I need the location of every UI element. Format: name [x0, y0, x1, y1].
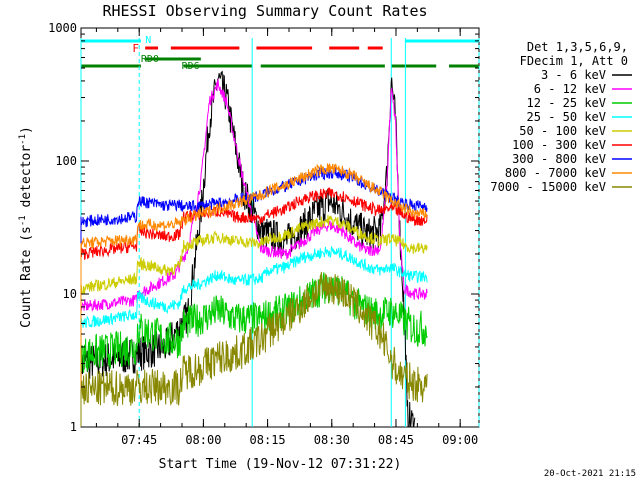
legend-entry-label: 12 - 25 keV: [527, 96, 606, 110]
flare-flag-label: F: [132, 42, 139, 55]
night-flag-label: N: [145, 35, 151, 46]
legend-entry-label: 6 - 12 keV: [534, 82, 606, 96]
y-axis-label: Count Rate (s-1 detector-1): [18, 126, 34, 328]
legend-header-line: FDecim 1, Att 0: [520, 54, 628, 68]
legend-entry-label: 7000 - 15000 keV: [490, 180, 606, 194]
y-tick-label: 10: [63, 287, 77, 301]
series-line-3: [80, 246, 428, 427]
rd0-flag-label: RD0: [141, 54, 159, 65]
legend: Det 1,3,5,6,9,FDecim 1, Att 03 - 6 keV6 …: [490, 40, 632, 194]
series-line-4: [80, 214, 428, 427]
y-tick-label: 100: [55, 154, 77, 168]
chart-title: RHESSI Observing Summary Count Rates: [102, 2, 427, 20]
series-line-8: [80, 271, 428, 427]
x-tick-label: 08:15: [250, 433, 286, 447]
series-layer: [80, 70, 428, 428]
y-tick-label: 1: [70, 420, 77, 434]
y-tick-label: 1000: [48, 21, 77, 35]
x-axis-label: Start Time (19-Nov-12 07:31:22): [159, 457, 402, 472]
legend-entry-label: 300 - 800 keV: [512, 152, 606, 166]
y-axis: 1 10 100 1000: [48, 21, 479, 434]
timestamp: 20-Oct-2021 21:15: [544, 469, 636, 479]
legend-header-line: Det 1,3,5,6,9,: [527, 40, 628, 54]
legend-entry-label: 50 - 100 keV: [519, 124, 606, 138]
legend-entry-label: 800 - 7000 keV: [505, 166, 606, 180]
x-tick-label: 08:45: [378, 433, 414, 447]
series-line-1: [80, 78, 428, 427]
x-axis: 07:45 08:00 08:15 08:30 08:45 09:00: [95, 28, 478, 447]
x-tick-label: 08:00: [185, 433, 221, 447]
legend-entry-label: 25 - 50 keV: [527, 110, 606, 124]
legend-entry-label: 3 - 6 keV: [541, 68, 606, 82]
x-tick-label: 08:30: [314, 433, 350, 447]
rd6-flag-label: RD6: [182, 61, 200, 72]
series-line-7: [80, 163, 428, 427]
series-line-2: [80, 272, 428, 427]
x-tick-label: 09:00: [442, 433, 478, 447]
legend-entry-label: 100 - 300 keV: [512, 138, 606, 152]
x-tick-label: 07:45: [121, 433, 157, 447]
